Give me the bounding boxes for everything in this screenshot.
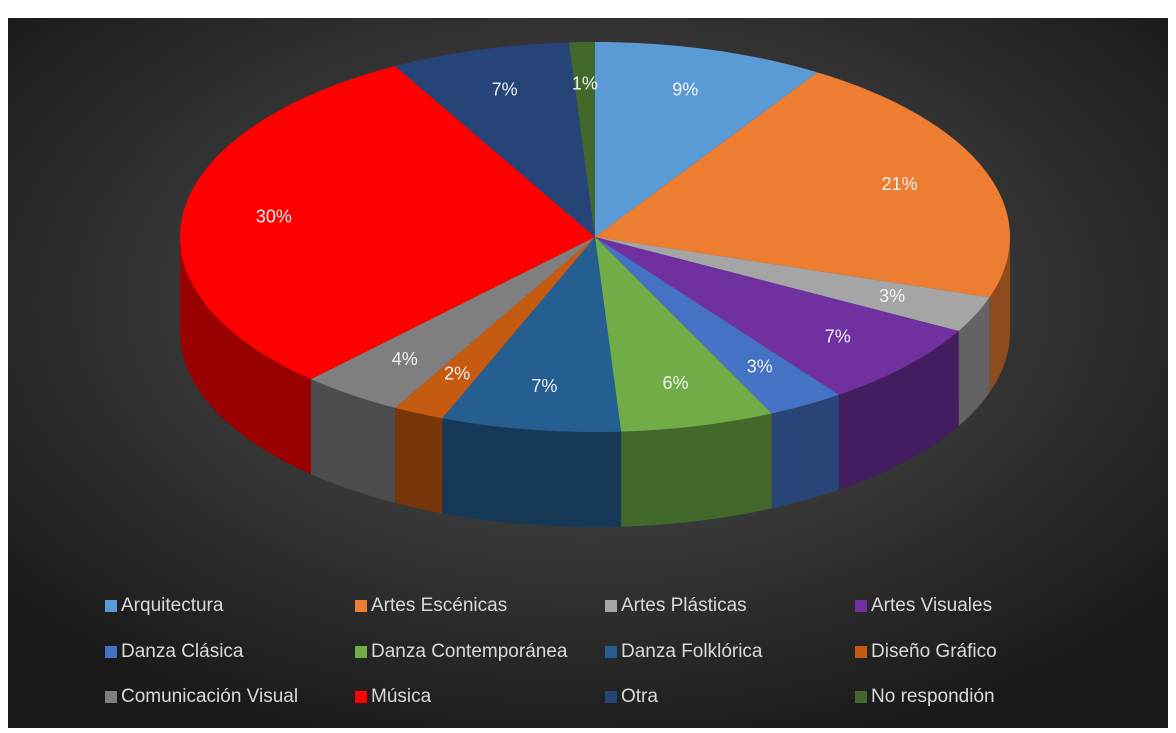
legend-swatch xyxy=(605,646,617,658)
slice xyxy=(568,42,595,237)
slice xyxy=(180,66,596,380)
legend-label: Diseño Gráfico xyxy=(871,641,997,662)
legend-swatch xyxy=(855,646,867,658)
legend-swatch xyxy=(105,691,117,703)
data-label: 21% xyxy=(882,174,918,194)
legend-label: Música xyxy=(371,686,432,707)
legend-label: Comunicación Visual xyxy=(121,686,298,707)
slice-side xyxy=(180,237,311,475)
data-label: 4% xyxy=(392,349,418,369)
slice xyxy=(442,237,622,432)
slice-side xyxy=(621,413,772,527)
legend-swatch xyxy=(605,600,617,612)
legend-label: Danza Clásica xyxy=(121,641,244,662)
legend-swatch xyxy=(105,646,117,658)
legend-swatch xyxy=(355,646,367,658)
legend-label: Artes Visuales xyxy=(871,595,992,616)
legend-label: Otra xyxy=(621,686,658,707)
legend-swatch xyxy=(855,600,867,612)
slice xyxy=(395,42,595,237)
legend-label: Artes Plásticas xyxy=(621,595,747,616)
legend-label: Arquitectura xyxy=(121,595,224,616)
legend-label: No respondión xyxy=(871,686,995,707)
data-label: 3% xyxy=(747,357,773,377)
legend-swatch xyxy=(355,600,367,612)
data-label: 1% xyxy=(572,74,598,94)
slice xyxy=(595,237,839,414)
legend-label: Artes Escénicas xyxy=(371,595,507,616)
slice-side xyxy=(310,379,396,503)
legend-label: Danza Contemporánea xyxy=(371,641,568,662)
slice xyxy=(395,237,595,419)
data-label: 9% xyxy=(672,80,698,100)
legend-swatch xyxy=(355,691,367,703)
slice-side xyxy=(442,418,622,527)
legend-swatch xyxy=(105,600,117,612)
slice-side xyxy=(838,330,959,490)
slice-side xyxy=(958,297,990,426)
slice-side xyxy=(395,407,443,514)
data-label: 3% xyxy=(879,286,905,306)
slice xyxy=(595,42,818,237)
data-label: 6% xyxy=(662,373,688,393)
slice xyxy=(595,237,959,395)
slice-side xyxy=(771,394,839,509)
legend-swatch xyxy=(605,691,617,703)
slice xyxy=(595,237,772,432)
legend-swatch xyxy=(855,691,867,703)
data-label: 7% xyxy=(531,376,557,396)
slice xyxy=(310,237,595,408)
slice-side xyxy=(989,237,1010,393)
data-label: 7% xyxy=(492,80,518,100)
data-label: 2% xyxy=(444,363,470,383)
slice xyxy=(595,237,990,331)
legend-label: Danza Folklórica xyxy=(621,641,763,662)
data-label: 7% xyxy=(825,326,851,346)
data-label: 30% xyxy=(256,207,292,227)
slice xyxy=(595,72,1010,298)
